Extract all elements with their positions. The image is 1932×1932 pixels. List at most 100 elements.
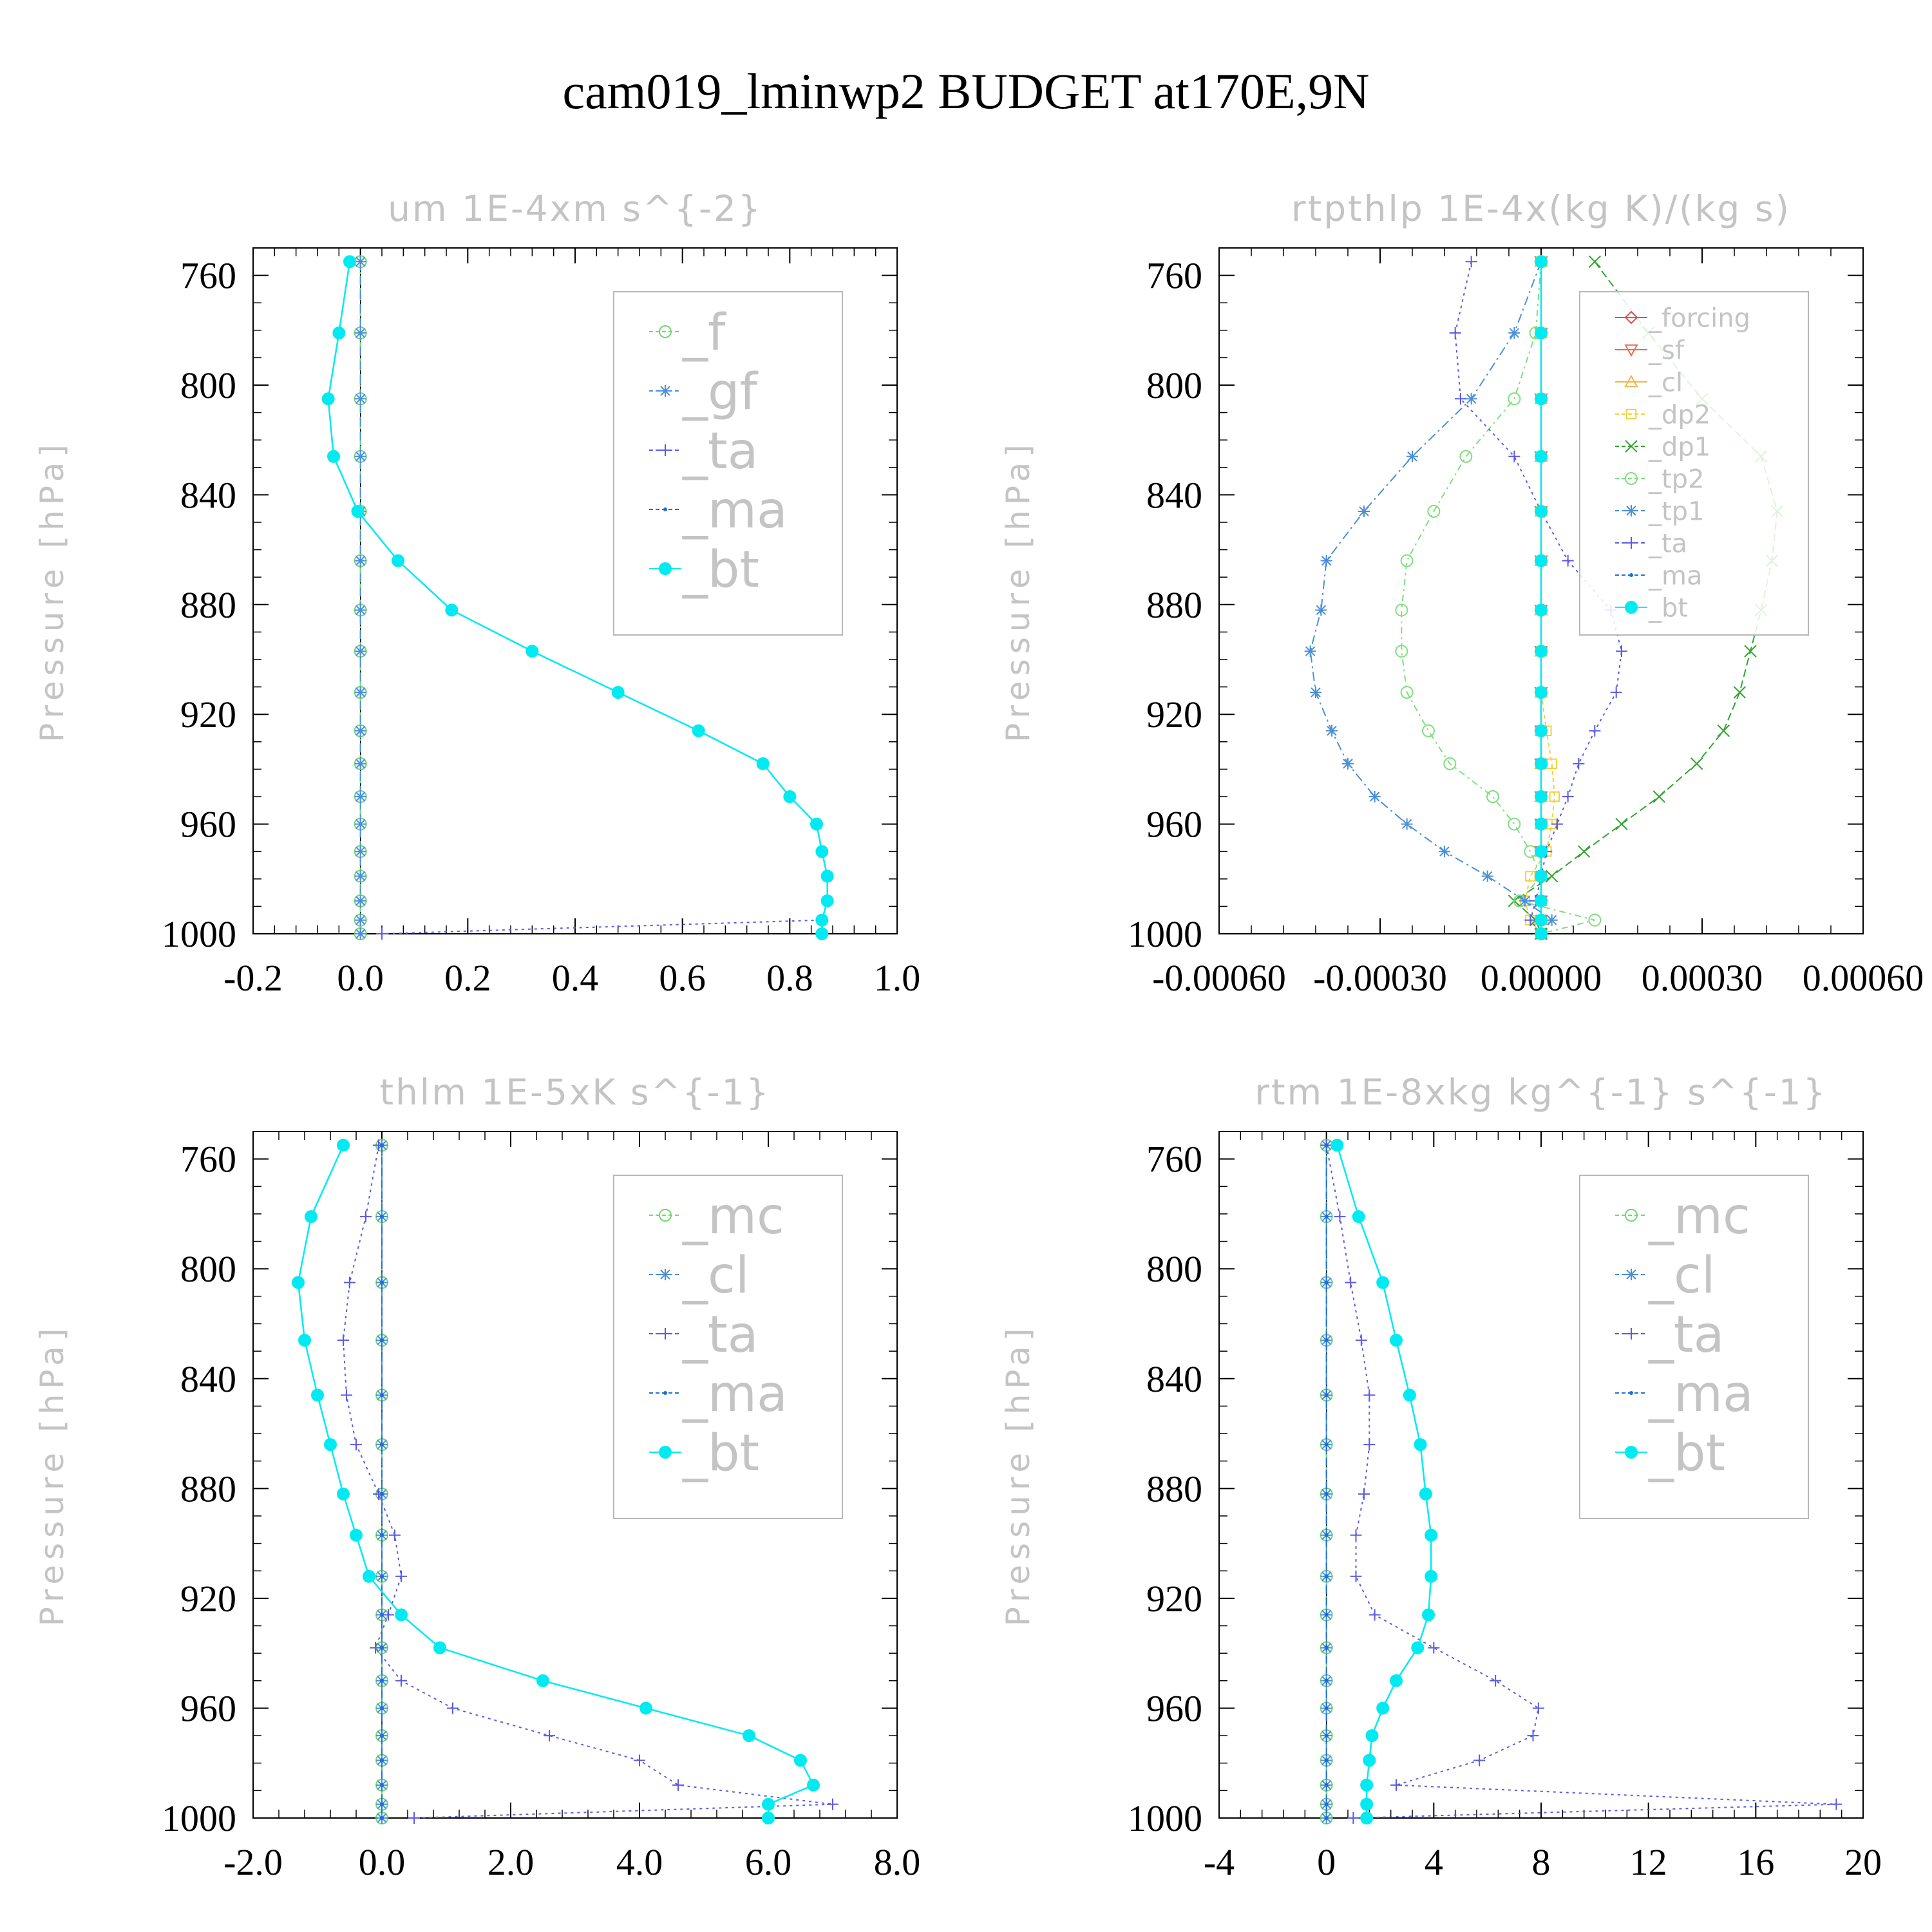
- panel3-y-tick-label: 1000: [162, 1797, 236, 1839]
- panel2-x-tick-label: -0.00030: [1313, 957, 1447, 999]
- panel1-series-bt: [321, 255, 834, 940]
- panel4-y-tick-label: 1000: [1128, 1797, 1202, 1839]
- panel3-ma-point: [380, 1215, 384, 1219]
- panel2-bt-point: [1535, 327, 1548, 340]
- panel3-legend-label-mc: _mc: [682, 1188, 784, 1245]
- panel1-bt-point: [820, 869, 834, 883]
- panel3-x-tick-label: 0.0: [359, 1841, 406, 1883]
- panel3-ta-point: [408, 1812, 420, 1824]
- panel2-legend-label-tp2: _tp2: [1648, 464, 1705, 494]
- panel1-gf-point: [354, 928, 366, 940]
- panel3-ma-point: [380, 1492, 384, 1496]
- panel4-title: rtm 1E-8xkg kg^{-1} s^{-1}: [1255, 1072, 1827, 1113]
- panel3-ta-point: [383, 1609, 394, 1621]
- panel1-legend-marker-bt: [659, 562, 672, 575]
- chart-panel-3: thlm 1E-5xK s^{-1} Pressure [hPa] -2.0 0.0 2…: [33, 1072, 920, 1883]
- panel4-ta-point: [1532, 1702, 1544, 1714]
- chart-panel-2: rtpthlp 1E-4x(kg K)/(kg s) Pressure [hPa]…: [999, 188, 1924, 999]
- panel1-x-tick-label: 0.8: [766, 957, 813, 999]
- panel3-plot-frame: [252, 1131, 898, 1819]
- panel3-ma-point: [380, 1393, 384, 1397]
- panel2-tp2-point: [1400, 554, 1414, 567]
- panel2-ta-point: [1616, 645, 1627, 658]
- panel2-x-tick-label: 0.00000: [1481, 957, 1602, 999]
- panel3-ta-point: [389, 1529, 401, 1541]
- panel2-tp1-point: [1326, 724, 1338, 737]
- panel4-y-tick-label: 760: [1146, 1139, 1202, 1180]
- panel4-legend-box: [1579, 1175, 1809, 1519]
- panel4-ta-point: [1358, 1488, 1370, 1500]
- panel1-bt-point: [611, 686, 625, 699]
- panel4-ma-point: [1324, 1613, 1329, 1617]
- panel2-ta-point: [1455, 393, 1466, 405]
- panel4-ma-point: [1324, 1533, 1329, 1537]
- panel2-tp2-point: [1427, 504, 1441, 518]
- panel4-bt-point: [1425, 1569, 1438, 1583]
- panel3-legend-marker-ma: [663, 1391, 667, 1395]
- panel1-gf-point: [354, 895, 366, 907]
- panel4-y-tick-label: 840: [1146, 1358, 1202, 1400]
- panel4-ma-point: [1324, 1816, 1329, 1820]
- panel1-bt-point: [332, 327, 346, 340]
- panel2-legend-label-forcing: _forcing: [1648, 303, 1750, 333]
- panel3-series-ta: [337, 1139, 838, 1824]
- panel1-x-tick-label: 0.2: [444, 957, 491, 999]
- panel1-legend-label-gf: _gf: [682, 363, 759, 421]
- panel3-bt-point: [762, 1797, 775, 1811]
- panel4-bt-point: [1419, 1487, 1432, 1501]
- panel1-y-tick-label: 800: [180, 365, 236, 406]
- panel4-bt-point: [1352, 1210, 1365, 1224]
- panel4-bt-point: [1363, 1754, 1376, 1767]
- panel2-tp1-point: [1401, 818, 1413, 830]
- panel4-ta-point: [1368, 1609, 1381, 1621]
- panel2-tp1-point: [1508, 327, 1520, 339]
- panel2-dp1-point: [1733, 686, 1747, 699]
- panel4-legend-marker-mc: [1625, 1209, 1638, 1222]
- panel4-bt-point: [1390, 1674, 1403, 1687]
- panel2-ta-point: [1573, 757, 1585, 770]
- panel2-bt-point: [1535, 869, 1548, 883]
- panel3-y-tick-label: 760: [180, 1139, 236, 1180]
- panel3-ma-point: [380, 1533, 384, 1537]
- panel4-ma-point: [1324, 1443, 1329, 1447]
- panel2-tp1-point: [1358, 505, 1370, 517]
- panel1-x-tick-label: 0.0: [337, 957, 384, 999]
- panel2-tp2-point: [1508, 392, 1521, 406]
- panel2-tp2-point: [1459, 450, 1473, 463]
- panel1-legend-label-ma: _ma: [682, 482, 788, 540]
- panel3-ma-point: [380, 1706, 384, 1710]
- panel1-legend-box: [613, 291, 843, 636]
- panel3-title: thlm 1E-5xK s^{-1}: [379, 1072, 770, 1113]
- panel2-legend-marker-sf: [1624, 344, 1638, 357]
- panel3-bt-point: [794, 1754, 807, 1767]
- panel3-bt-point: [337, 1487, 350, 1501]
- panel2-bt-point: [1535, 554, 1548, 567]
- panel3-y-axis-label: Pressure [hPa]: [33, 1323, 71, 1627]
- panel3-legend-label-cl: _cl: [682, 1247, 750, 1305]
- panel4-ta-point: [1363, 1439, 1376, 1451]
- panel1-gf-point: [354, 846, 366, 858]
- panel1-gf-point: [354, 791, 366, 802]
- panel2-tp1-point: [1465, 393, 1477, 405]
- panel2-legend-box: [1579, 291, 1809, 636]
- panel3-legend-marker-mc: [659, 1209, 672, 1222]
- panel2-ta-point: [1610, 687, 1622, 699]
- panel2-y-axis-label: Pressure [hPa]: [999, 439, 1037, 743]
- panel2-bt-point: [1535, 757, 1548, 770]
- panel4-ma-point: [1324, 1492, 1329, 1496]
- panel4-bt-point: [1390, 1334, 1403, 1347]
- panel3-ta-point: [447, 1702, 459, 1714]
- panel4-ma-point: [1324, 1645, 1329, 1650]
- panel1-y-tick-label: 840: [180, 474, 236, 516]
- panel3-bt-point: [324, 1438, 337, 1452]
- panel2-dp1-point: [1744, 645, 1757, 658]
- panel1-legend-marker-f: [659, 325, 672, 338]
- panel1-gf-point: [354, 724, 366, 737]
- panel4-legend-label-ta: _ta: [1648, 1306, 1724, 1364]
- panel2-bt-point: [1535, 603, 1548, 617]
- panel2-ta-point: [1508, 450, 1520, 462]
- panel2-legend-label-sf: _sf: [1648, 336, 1685, 365]
- panel4-y-tick-label: 960: [1146, 1687, 1202, 1729]
- panel2-legend-marker-bt: [1625, 601, 1638, 614]
- panel1-y-tick-label: 920: [180, 694, 236, 735]
